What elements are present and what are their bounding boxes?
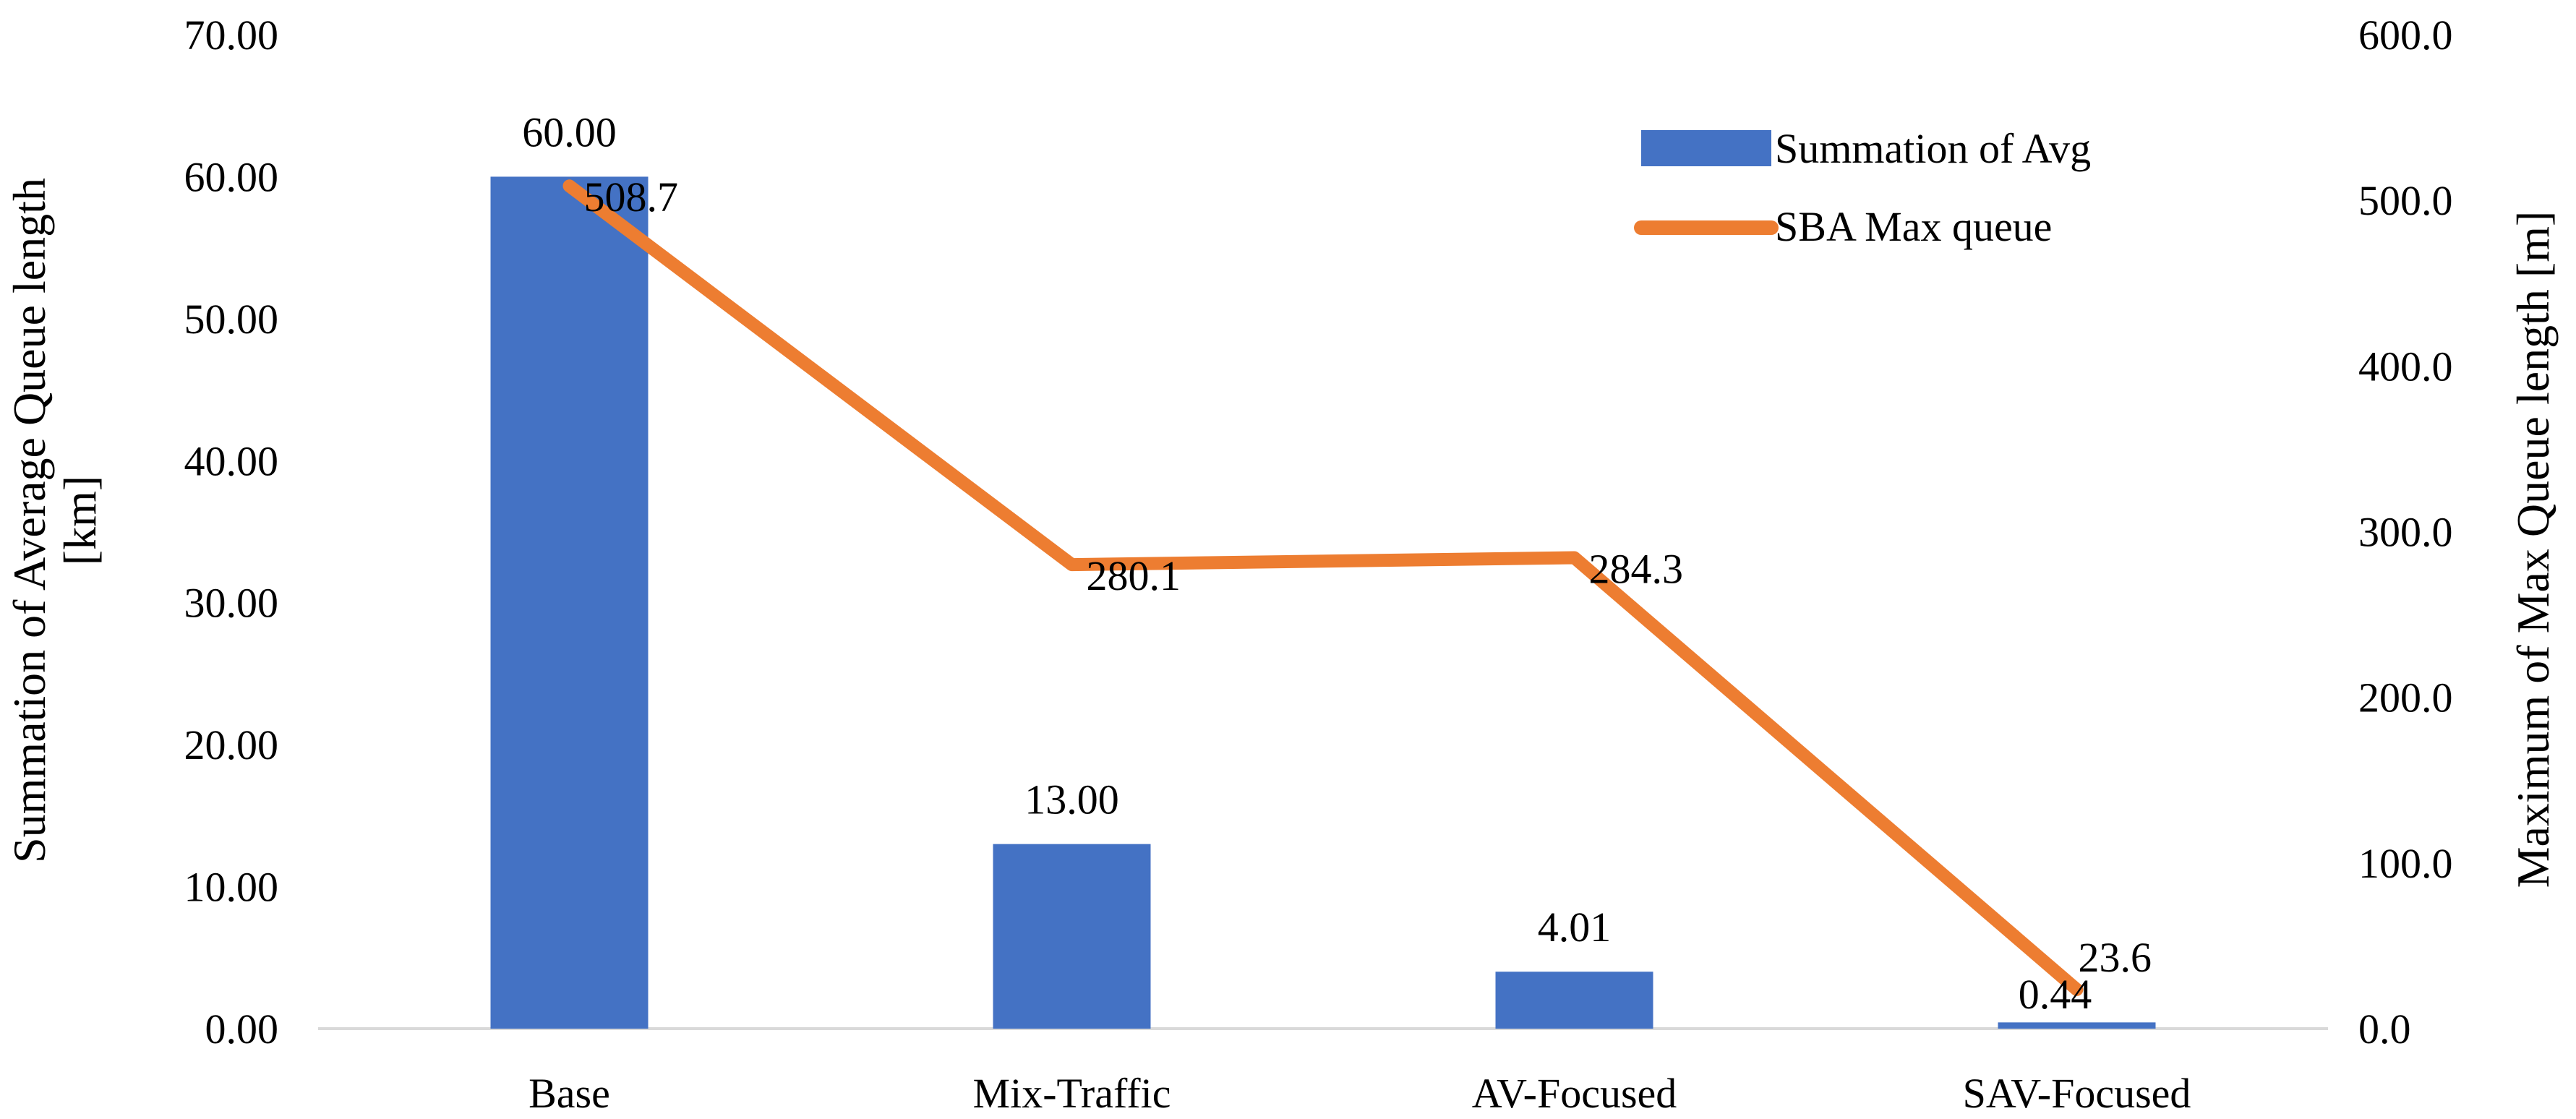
right-tick-label: 200.0: [2358, 674, 2453, 721]
right-axis-title: Maximum of Max Queue length [m]: [2507, 211, 2559, 888]
left-tick-label: 40.00: [184, 437, 279, 484]
left-tick-label: 20.00: [184, 721, 279, 768]
line-data-label: 508.7: [584, 173, 679, 220]
bar: [1998, 1022, 2156, 1029]
line-point: [1573, 557, 1575, 559]
category-label: SAV-Focused: [1963, 1070, 2191, 1117]
line-point: [1071, 564, 1073, 566]
line-data-label: 280.1: [1087, 552, 1181, 599]
legend: Summation of Avg SBA Max queue: [1634, 125, 2091, 250]
bar-data-label: 13.00: [1024, 776, 1119, 823]
right-tick-label: 400.0: [2358, 343, 2453, 390]
right-tick-label: 300.0: [2358, 509, 2453, 556]
data-labels: 60.00 13.00 4.01 0.44 508.7 280.1 284.3 23.6: [522, 108, 2152, 1018]
category-label: Mix-Traffic: [973, 1070, 1171, 1117]
right-tick-label: 0.0: [2358, 1006, 2411, 1052]
right-tick-label: 100.0: [2358, 840, 2453, 887]
x-axis: Base Mix-Traffic AV-Focused SAV-Focused: [318, 1027, 2328, 1117]
bar-data-label: 60.00: [522, 108, 617, 155]
left-tick-label: 10.00: [184, 864, 279, 911]
left-tick-label: 50.00: [184, 296, 279, 343]
left-tick-label: 70.00: [184, 12, 279, 59]
line-series: [562, 179, 2084, 996]
line-data-label: 23.6: [2079, 934, 2152, 981]
left-tick-label: 60.00: [184, 153, 279, 200]
bar-series: [490, 176, 2156, 1029]
category-label: AV-Focused: [1472, 1070, 1677, 1117]
legend-label-max: SBA Max queue: [1775, 203, 2052, 250]
bar: [1495, 972, 1653, 1029]
left-axis-title-line1: Summation of Average Queue length: [4, 178, 55, 863]
right-tick-label: 600.0: [2358, 12, 2453, 59]
left-tick-label: 30.00: [184, 580, 279, 627]
left-tick-label: 0.00: [205, 1006, 279, 1052]
bar: [490, 176, 649, 1029]
category-label: Base: [529, 1070, 610, 1117]
legend-label-avg: Summation of Avg: [1775, 125, 2091, 172]
right-tick-label: 500.0: [2358, 177, 2453, 224]
left-y-axis: 0.00 10.00 20.00 30.00 40.00 50.00 60.00 70.00: [184, 12, 279, 1052]
line-point: [568, 185, 570, 187]
legend-swatch-bar: [1641, 130, 1771, 166]
bar-data-label: 0.44: [2019, 971, 2092, 1018]
line-data-label: 284.3: [1589, 545, 1684, 592]
line-path: [562, 179, 2084, 996]
bar-data-label: 4.01: [1538, 904, 1612, 951]
bar: [993, 844, 1151, 1029]
right-y-axis: 0.0 100.0 200.0 300.0 400.0 500.0 600.0: [2358, 12, 2453, 1052]
line-point: [2076, 988, 2078, 990]
left-axis-title-line2: [km]: [54, 476, 106, 565]
